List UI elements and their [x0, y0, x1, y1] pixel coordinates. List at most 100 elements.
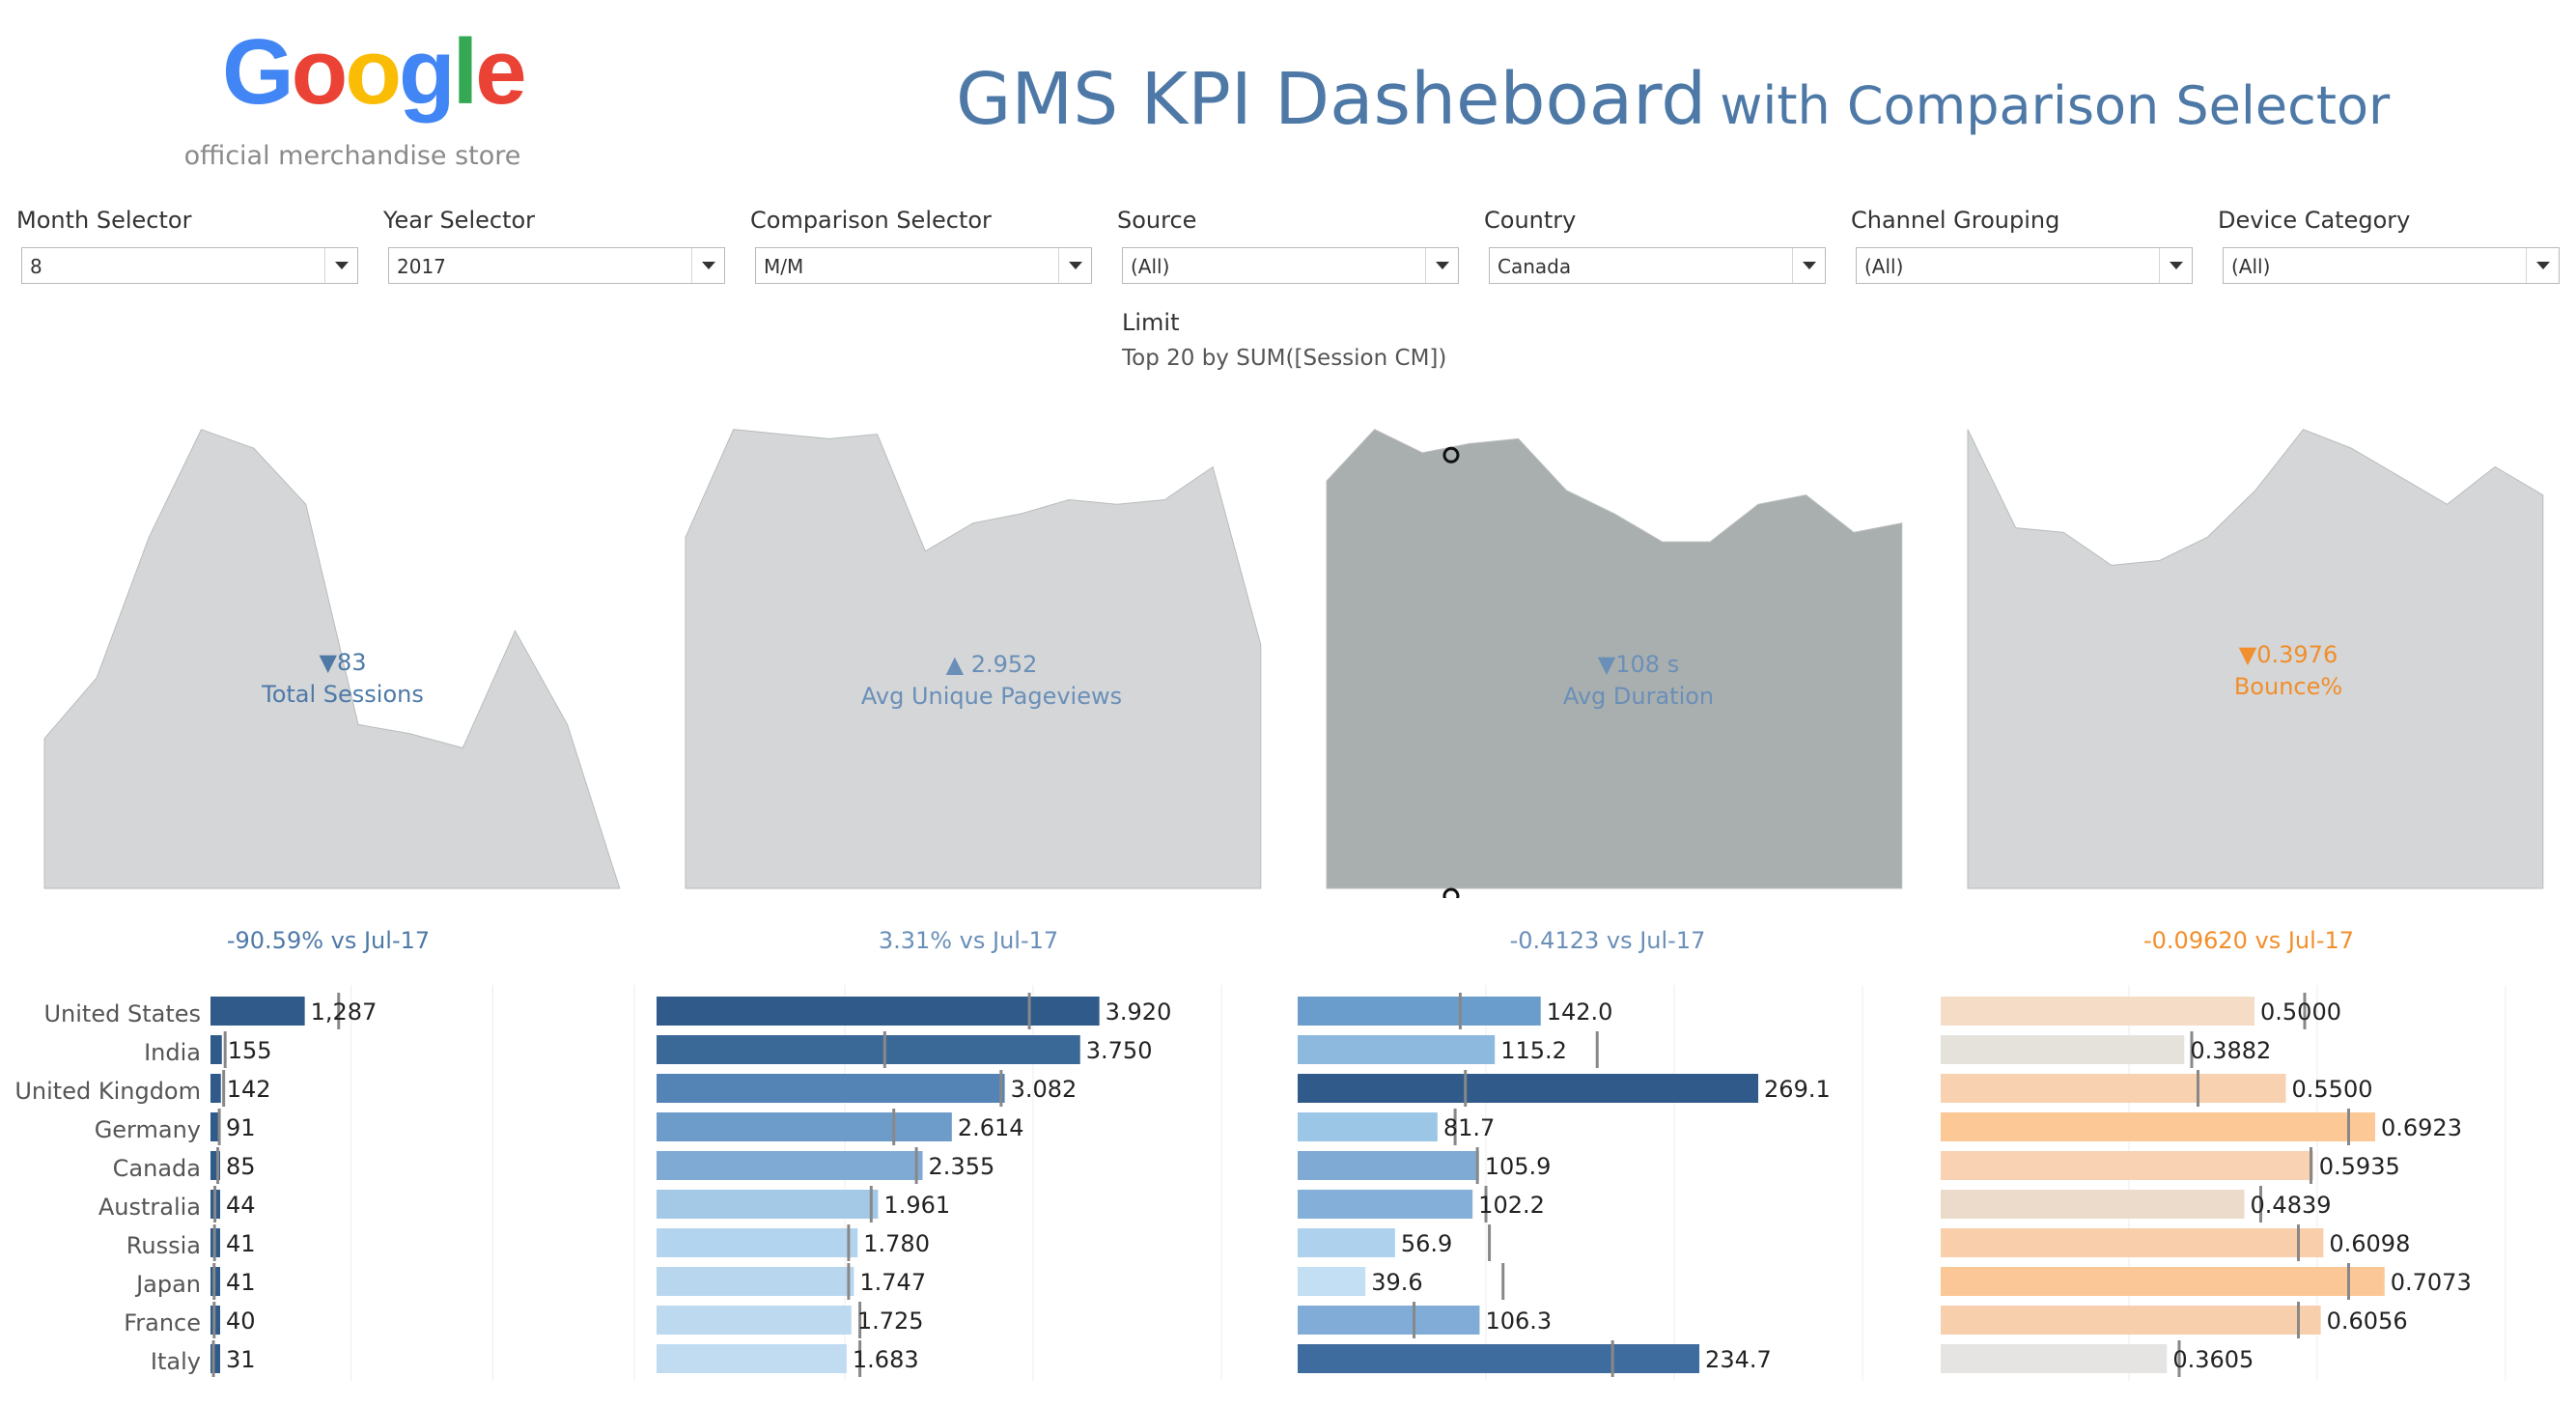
bar-value-label: 1.725	[857, 1308, 924, 1335]
bar-value-label: 0.3605	[2172, 1346, 2254, 1373]
bar-value-label: 102.2	[1478, 1192, 1545, 1219]
kpi-name: Avg Unique Pageviews	[860, 683, 1123, 710]
kpi-value: ▼83	[29, 647, 657, 679]
bar-value-label: 0.5500	[2292, 1076, 2373, 1103]
limit-info: Limit Top 20 by SUM([Session CM])	[1122, 309, 1446, 371]
bar-value-label: 0.6923	[2381, 1114, 2462, 1141]
source-select[interactable]: (All)	[1122, 247, 1459, 284]
bar	[657, 1190, 879, 1219]
chevron-down-icon[interactable]	[691, 248, 724, 283]
limit-value: Top 20 by SUM([Session CM])	[1122, 346, 1447, 371]
filter-label: Source	[1117, 207, 1197, 234]
kpi-area-chart-bounce[interactable]	[1941, 396, 2568, 898]
down-arrow-icon: ▼	[1597, 651, 1616, 678]
channel-grouping-select[interactable]: (All)	[1856, 247, 2193, 284]
country-label: Japan	[136, 1271, 201, 1298]
comparison-select[interactable]: M/M	[755, 247, 1092, 284]
bar-value-label: 91	[226, 1114, 256, 1141]
country-label: Australia	[98, 1194, 201, 1221]
bar-value-label: 269.1	[1764, 1076, 1831, 1103]
bar	[657, 1112, 952, 1141]
bar-value-label: 2.355	[929, 1153, 995, 1180]
chevron-down-icon[interactable]	[1425, 248, 1458, 283]
select-value: 8	[30, 255, 42, 278]
logo-letter: e	[475, 20, 526, 124]
filter-month: Month Selector 8	[16, 207, 358, 284]
bar-value-label: 3.082	[1011, 1076, 1078, 1103]
bar	[657, 1151, 923, 1180]
country-list: United States India United Kingdom Germa…	[0, 995, 201, 1381]
bar	[1298, 1228, 1395, 1257]
bar-value-label: 39.6	[1371, 1269, 1422, 1296]
bar	[1298, 1306, 1480, 1335]
filter-label: Device Category	[2218, 207, 2411, 234]
bar-value-label: 3.750	[1086, 1037, 1153, 1064]
logo-wordmark: Google	[222, 19, 527, 126]
filter-label: Month Selector	[16, 207, 192, 234]
kpi-pageviews-comparison: 3.31% vs Jul-17	[878, 927, 1059, 954]
country-label: Italy	[150, 1348, 201, 1375]
kpi-area-chart-sessions[interactable]	[17, 396, 645, 898]
device-category-select[interactable]: (All)	[2223, 247, 2560, 284]
bar	[210, 1112, 220, 1141]
down-arrow-icon: ▼	[2238, 641, 2257, 668]
filter-year: Year Selector 2017	[383, 207, 725, 284]
bar-value-label: 44	[226, 1192, 256, 1219]
logo-letter: g	[398, 20, 456, 124]
bar	[657, 1267, 854, 1296]
bar	[1941, 1267, 2385, 1296]
chevron-down-icon[interactable]	[2526, 248, 2559, 283]
chevron-down-icon[interactable]	[324, 248, 357, 283]
filter-channel-grouping: Channel Grouping (All)	[1851, 207, 2193, 284]
bar-value-label: 106.3	[1485, 1308, 1552, 1335]
bar	[657, 997, 1100, 1026]
chevron-down-icon[interactable]	[2159, 248, 2192, 283]
bar	[1941, 1035, 2185, 1064]
bar	[657, 1228, 858, 1257]
select-value: (All)	[1864, 255, 1904, 278]
chevron-down-icon[interactable]	[1058, 248, 1091, 283]
filter-source: Source (All)	[1117, 207, 1459, 284]
logo-letter: o	[291, 20, 349, 124]
year-select[interactable]: 2017	[388, 247, 725, 284]
month-select[interactable]: 8	[21, 247, 358, 284]
title-sub: with Comparison Selector	[1720, 75, 2391, 136]
bar	[657, 1344, 847, 1373]
bar-chart-bounce[interactable]: 0.5000 0.3882 0.5500 0.6923 0.5935 0.4839 0.60…	[1941, 985, 2568, 1391]
dashboard-title: GMS KPI Dasheboard with Comparison Select…	[956, 58, 2390, 141]
chevron-down-icon[interactable]	[1792, 248, 1825, 283]
kpi-area-chart-pageviews[interactable]	[658, 396, 1286, 898]
bar	[1941, 1112, 2375, 1141]
bar-chart-duration[interactable]: 142.0 115.2 269.1 81.7 105.9 102.2 56.9 39.6 106…	[1298, 985, 1925, 1391]
kpi-number: 108 s	[1615, 651, 1680, 678]
kpi-duration-label: ▼108 s Avg Duration	[1325, 649, 1952, 713]
bar-chart-pageviews[interactable]: 3.920 3.750 3.082 2.614 2.355 1.961 1.780 1.747…	[657, 985, 1284, 1391]
kpi-sessions-label: ▼83 Total Sessions	[29, 647, 657, 711]
bar-value-label: 0.5935	[2319, 1153, 2400, 1180]
bar	[1941, 1190, 2245, 1219]
select-value: (All)	[1131, 255, 1170, 278]
bar	[1298, 1035, 1496, 1064]
bar-value-label: 234.7	[1705, 1346, 1772, 1373]
bar	[657, 1074, 1005, 1103]
bar-value-label: 81.7	[1443, 1114, 1495, 1141]
bar-chart-sessions[interactable]: 1,287 155 142 91 85 44 41 41 40 31	[210, 985, 635, 1391]
title-main: GMS KPI Dasheboard	[956, 58, 1707, 141]
filter-comparison: Comparison Selector M/M	[750, 207, 1092, 284]
kpi-bounce-label: ▼0.3976 Bounce%	[1974, 639, 2576, 703]
country-label: France	[124, 1309, 201, 1336]
kpi-area-chart-duration[interactable]	[1300, 396, 1927, 898]
google-store-logo: Google official merchandise store	[183, 19, 527, 174]
bar-value-label: 31	[226, 1346, 256, 1373]
bar-value-label: 41	[226, 1269, 256, 1296]
filter-label: Country	[1484, 207, 1577, 234]
bar	[1941, 1344, 2168, 1373]
bar-value-label: 142	[227, 1076, 271, 1103]
kpi-number: 0.3976	[2256, 641, 2338, 668]
limit-label: Limit	[1122, 309, 1180, 336]
kpi-name: Avg Duration	[1562, 683, 1715, 710]
country-select[interactable]: Canada	[1489, 247, 1826, 284]
filter-country: Country Canada	[1484, 207, 1826, 284]
country-label: United States	[43, 1000, 201, 1027]
bar-value-label: 1.683	[853, 1346, 919, 1373]
